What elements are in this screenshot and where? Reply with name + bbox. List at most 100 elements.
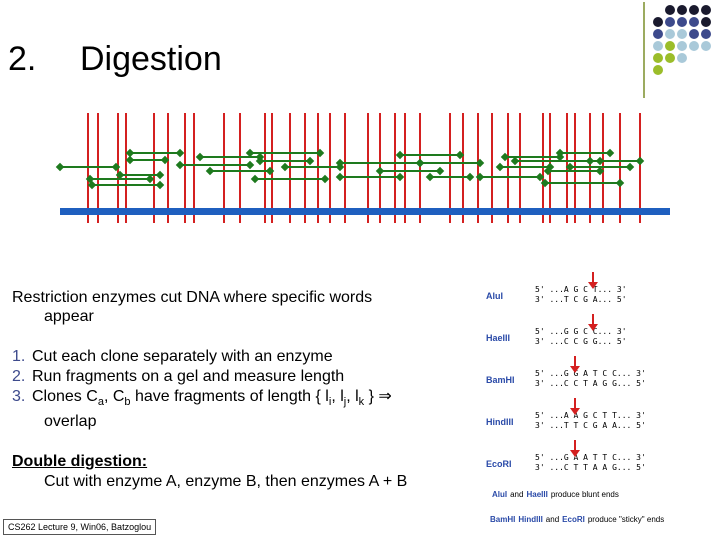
- cut-arrow-head: [588, 282, 598, 289]
- decor-dot: [653, 65, 663, 75]
- clone-end-marker: [125, 155, 135, 165]
- clone-end-marker: [475, 158, 485, 168]
- intro-line-1: Restriction enzymes cut DNA where specif…: [12, 289, 373, 306]
- decor-dot: [665, 5, 675, 15]
- decor-dot: [701, 5, 711, 15]
- enzyme-name: EcoRI: [486, 459, 512, 469]
- decor-dot: [677, 17, 687, 27]
- clone-end-marker: [305, 156, 315, 166]
- enzyme-row: BamHI 5' ...G G A T C C... 3'3' ...C C T …: [486, 356, 646, 388]
- step-number: 3.: [12, 388, 26, 405]
- slide-title: Digestion: [80, 40, 222, 78]
- list-item: 1. Cut each clone separately with an enz…: [12, 347, 472, 367]
- decor-dot: [677, 41, 687, 51]
- clone-end-marker: [87, 180, 97, 190]
- list-item: 3. Clones Ca, Cb have fragments of lengt…: [12, 387, 472, 432]
- clone-end-marker: [395, 150, 405, 160]
- clone-end-marker: [415, 158, 425, 168]
- footer: CS262 Lecture 9, Win06, Batzoglou: [3, 519, 157, 535]
- double-digestion: Double digestion: Cut with enzyme A, enz…: [12, 452, 472, 492]
- clone-end-marker: [245, 160, 255, 170]
- clone-lines: [55, 148, 645, 190]
- double-digestion-heading: Double digestion:: [12, 453, 148, 470]
- blunt-enzyme-b: HaeIII: [526, 490, 547, 499]
- sticky-enzyme-a: BamHI: [490, 515, 515, 524]
- clone-end-marker: [175, 148, 185, 158]
- clone-end-marker: [195, 152, 205, 162]
- clone-end-marker: [475, 172, 485, 182]
- step-number: 1.: [12, 348, 26, 365]
- enzyme-bottom-strand: 3' ...C C G G... 5': [535, 337, 627, 346]
- enzyme-bottom-strand: 3' ...T C G A... 5': [535, 295, 627, 304]
- decor-dot: [677, 29, 687, 39]
- cut-arrow-head: [570, 366, 580, 373]
- double-digestion-text: Cut with enzyme A, enzyme B, then enzyme…: [44, 473, 408, 490]
- clone-end-marker: [435, 166, 445, 176]
- enzyme-row: HindIII 5' ...A A G C T T... 3'3' ...T T …: [486, 398, 646, 430]
- step-continuation: overlap: [44, 413, 97, 431]
- clone-end-marker: [145, 174, 155, 184]
- intro-line-2: appear: [44, 308, 94, 325]
- clone-end-marker: [510, 156, 520, 166]
- clone-end-marker: [155, 180, 165, 190]
- clone-end-marker: [465, 172, 475, 182]
- list-item: 2. Run fragments on a gel and measure le…: [12, 367, 472, 387]
- decor-dot: [689, 17, 699, 27]
- clone-end-marker: [455, 150, 465, 160]
- enzyme-bottom-strand: 3' ...T T C G A A... 5': [535, 421, 646, 430]
- clone-end-marker: [585, 156, 595, 166]
- enzyme-top-strand: 5' ...G G A T C C... 3': [535, 369, 646, 378]
- decor-dot: [665, 17, 675, 27]
- clone-end-marker: [205, 166, 215, 176]
- enzyme-row: HaeIII 5' ...G G C C... 3'3' ...C C G G..…: [486, 314, 627, 346]
- decor-dot: [689, 29, 699, 39]
- intro-text: Restriction enzymes cut DNA where specif…: [12, 288, 452, 326]
- cut-arrow-head: [570, 450, 580, 457]
- decor-dot: [665, 29, 675, 39]
- decor-dot: [689, 41, 699, 51]
- sticky-enzyme-b: HindIII: [518, 515, 542, 524]
- steps-list: 1. Cut each clone separately with an enz…: [12, 347, 472, 432]
- step-text: Cut each clone separately with an enzyme: [32, 348, 333, 365]
- enzyme-sites-figure: AluI 5' ...A G C T... 3'3' ...T C G A... …: [486, 272, 664, 524]
- clone-end-marker: [255, 156, 265, 166]
- step-number: 2.: [12, 368, 26, 385]
- decor-dot: [653, 53, 663, 63]
- genome-bar: [60, 208, 670, 215]
- decor-dot: [701, 41, 711, 51]
- clone-end-marker: [315, 148, 325, 158]
- decor-dot: [665, 53, 675, 63]
- decor-dot: [701, 17, 711, 27]
- step-text: Run fragments on a gel and measure lengt…: [32, 368, 345, 385]
- decor-dot: [677, 53, 687, 63]
- sticky-text: produce "sticky" ends: [588, 515, 664, 524]
- enzyme-bottom-strand: 3' ...C T T A A G... 5': [535, 463, 646, 472]
- clone-end-marker: [280, 162, 290, 172]
- enzyme-name: HaeIII: [486, 333, 510, 343]
- slide-number: 2.: [8, 40, 37, 78]
- decor-dot: [677, 5, 687, 15]
- clone-end-marker: [635, 156, 645, 166]
- clone-end-marker: [320, 174, 330, 184]
- clone-end-marker: [605, 148, 615, 158]
- decorative-dot-grid: [643, 2, 711, 98]
- cut-arrow-head: [588, 324, 598, 331]
- enzyme-top-strand: 5' ...A A G C T T... 3': [535, 411, 646, 420]
- clone-end-marker: [495, 162, 505, 172]
- clone-end-marker: [115, 170, 125, 180]
- decor-dot: [689, 5, 699, 15]
- enzyme-name: HindIII: [486, 417, 514, 427]
- step-text: Clones Ca, Cb have fragments of length {…: [32, 388, 392, 409]
- cut-arrow-head: [570, 408, 580, 415]
- clone-end-marker: [615, 178, 625, 188]
- blunt-enzyme-a: AluI: [492, 490, 507, 499]
- clone-end-marker: [335, 158, 345, 168]
- clone-end-marker: [175, 160, 185, 170]
- enzyme-name: AluI: [486, 291, 503, 301]
- clone-end-marker: [155, 170, 165, 180]
- clone-end-marker: [375, 166, 385, 176]
- enzyme-top-strand: 5' ...A G C T... 3': [535, 285, 627, 294]
- digestion-diagram: [55, 113, 670, 223]
